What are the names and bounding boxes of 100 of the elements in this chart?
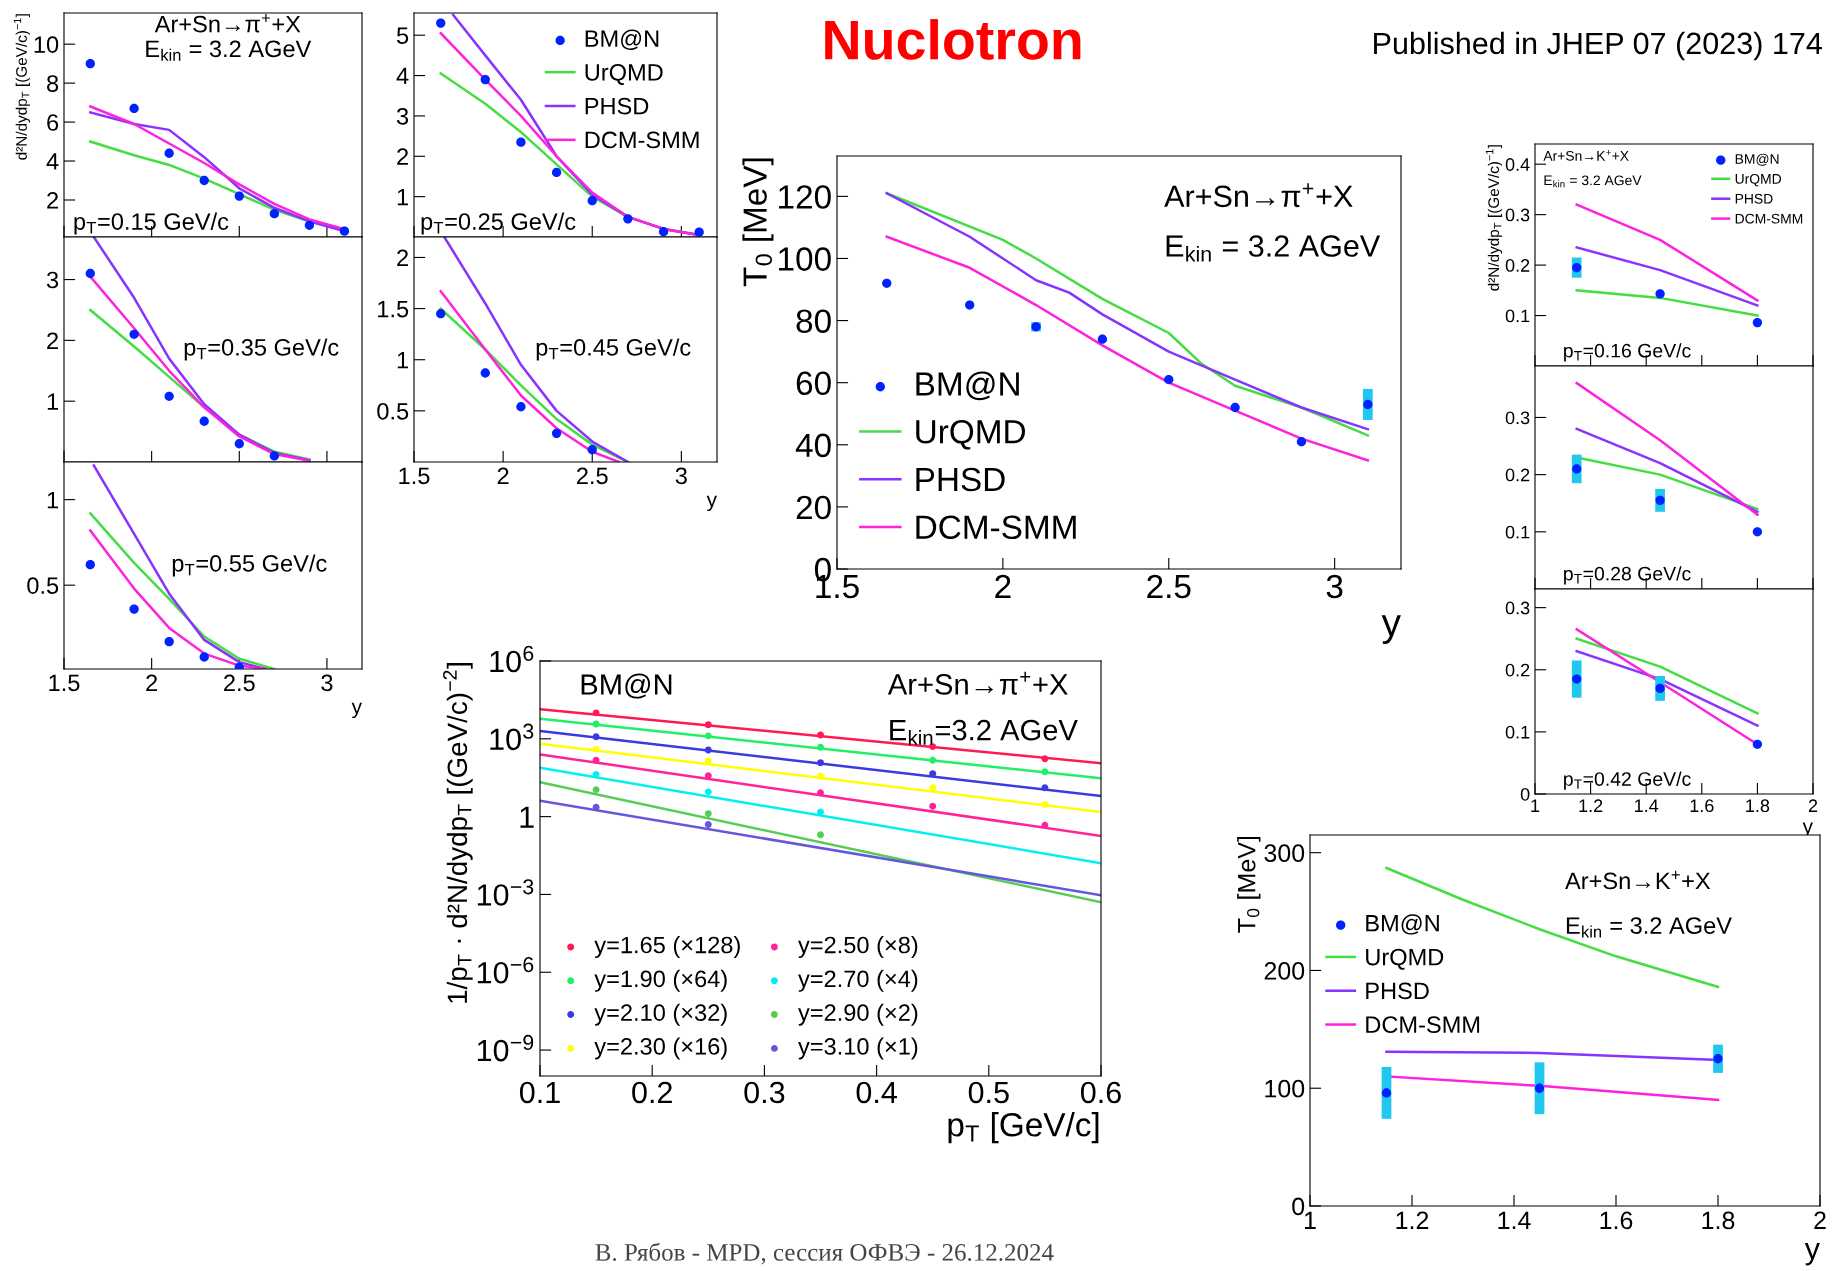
point [1041,768,1049,776]
legend-label: y=2.30 (×16) [594,1037,727,1060]
x-tick-label: 2 [995,574,1011,599]
y-tick-label: 3 [396,107,409,125]
y-tick-label: 3 [46,271,59,289]
point [1097,334,1108,344]
x-axis-title: y [1381,615,1401,644]
x-tick-label: 2 [1814,1211,1826,1229]
point [704,757,712,765]
x-tick-label: 1 [1304,1211,1316,1229]
y-tick-label: 0.2 [1505,259,1530,272]
text: В. Рябов - MPD, сессия ОФВЭ - 26.12.2024 [595,1242,1054,1265]
point [339,226,350,236]
point [704,746,712,754]
y-tick-label: 10$^{3}$ [490,723,534,751]
point [817,831,824,839]
y-tick-label: 1 [397,352,408,369]
legend-label: UrQMD [1735,173,1782,187]
annotation: Ar+Sn→K$^{+}$+X [1565,870,1711,890]
annotation: Ar+Sn→K$^{+}$+X [1543,149,1629,161]
point [436,18,446,28]
point [658,227,669,237]
y-tick-label: 0.1 [1505,309,1530,323]
point [929,784,937,792]
point [1713,1054,1723,1064]
point [234,662,244,669]
point [164,391,174,401]
point [1752,317,1763,328]
y-axis-title: d²N/dydp$_{T}$ [(GeV/c)$^{−1}$] [1485,145,1503,291]
point [1230,402,1240,413]
annotation: p$_{T}$=0.42 GeV/c [1564,771,1691,790]
x-tick-label: 0.6 [1080,1081,1121,1104]
x-tick-label: 1.6 [1690,799,1714,813]
y-tick-label: 2 [397,148,408,165]
annotation: E$_{kin}$ = 3.2 AGeV [1566,917,1732,938]
point [704,721,712,729]
legend-label: BM@N [585,29,659,50]
x-tick-label: 0.2 [632,1081,672,1104]
point [480,368,490,378]
y-tick-label: 0.4 [1505,158,1530,171]
text: Nuclotron [825,19,1081,60]
x-tick-label: 1.2 [1579,799,1603,812]
point [234,439,244,449]
point [587,445,597,455]
y-tick-label: 1 [397,188,408,206]
point [164,148,174,158]
legend-label: DCM-SMM [916,515,1076,540]
y-tick-label: 10$^{−3}$ [477,879,534,906]
legend-label: PHSD [1366,982,1429,1000]
legend-label: y=2.70 (×4) [798,969,918,992]
point [1752,739,1763,749]
y-axis-title: d²N/dydp$_{T}$ [(GeV/c)$^{−1}$] [13,14,30,160]
y-tick-label: 40 [795,433,831,458]
legend-label: UrQMD [916,419,1026,450]
legend-label: DCM-SMM [585,131,699,149]
point [704,810,712,818]
y-tick-label: 10$^{6}$ [490,645,534,673]
point [1572,674,1582,684]
x-tick-label: 2.5 [224,674,255,692]
annotation: Ar+Sn→π$^{+}$+X [1164,183,1353,208]
point [817,759,824,767]
x-tick-label: 0.3 [744,1081,785,1104]
point [1572,464,1582,474]
y-tick-label: 0.5 [377,402,409,420]
point [129,604,139,614]
annotation: E$_{kin}$ = 3.2 AGeV [1544,175,1642,188]
point [704,820,712,828]
annotation: p$_{T}$=0.15 GeV/c [74,212,229,235]
annotation: E$_{kin}$=3.2 AGeV [890,719,1078,745]
y-tick-label: 1 [47,491,58,509]
point [704,732,712,740]
point [1164,374,1174,385]
point [129,103,139,114]
y-tick-label: 10$^{−9}$ [477,1034,534,1062]
point [882,278,892,288]
point [1572,262,1582,273]
legend-label: BM@N [1366,914,1439,935]
point [817,772,824,780]
y-tick-label: 2 [47,332,58,349]
legend-label: PHSD [585,97,649,115]
x-tick-label: 3 [321,674,333,692]
legend-label: UrQMD [585,63,663,85]
point [623,214,633,224]
point [551,428,562,439]
x-tick-label: 0.5 [968,1081,1009,1104]
y-tick-label: 100 [1265,1079,1305,1098]
y-tick-label: 20 [796,495,831,520]
y-axis-title: T$_{0}$ [MeV] [1237,836,1261,933]
x-tick-label: 3 [675,467,687,485]
y-tick-label: 0.1 [1505,525,1530,539]
x-tick-label: 2.5 [577,467,608,485]
point [817,808,824,816]
y-tick-label: 100 [779,247,831,271]
point [694,227,704,237]
point [85,58,95,69]
point [551,167,562,178]
y-tick-label: 0 [1520,787,1530,801]
legend-label: y=2.10 (×32) [594,1003,727,1026]
x-tick-label: 2 [146,674,158,691]
annotation: p$_{T}$=0.16 GeV/c [1564,343,1691,362]
